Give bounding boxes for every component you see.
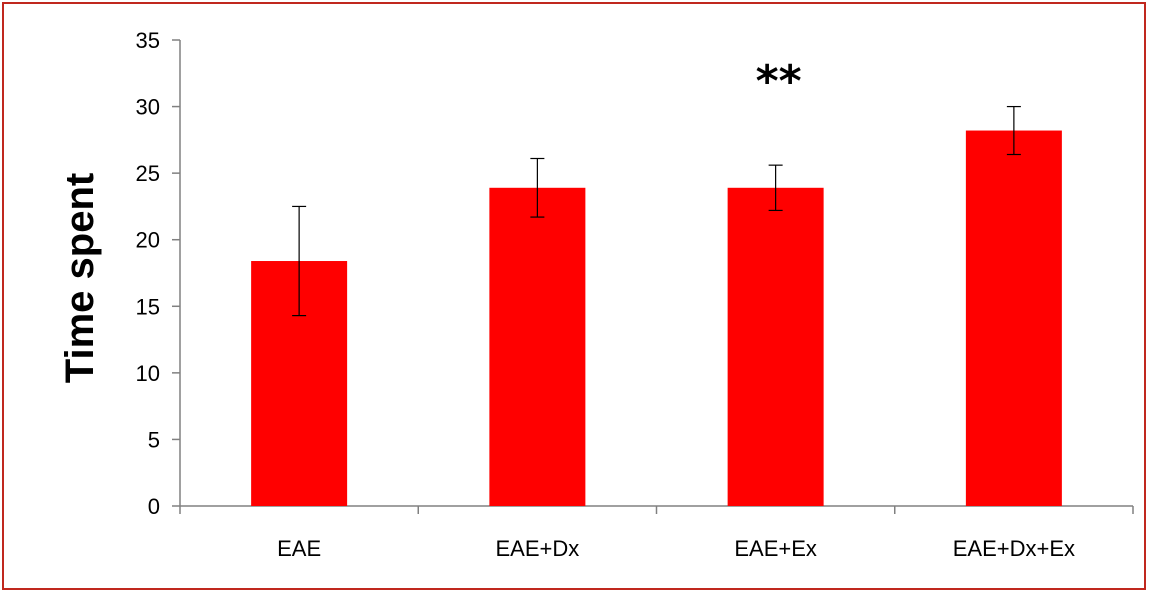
y-tick-label: 10 — [136, 361, 160, 386]
bars — [251, 130, 1062, 506]
bar — [965, 130, 1062, 506]
bar — [727, 187, 824, 506]
x-category-label: EAE — [277, 536, 321, 561]
y-tick-label: 25 — [136, 161, 160, 186]
y-tick-label: 0 — [148, 494, 160, 519]
y-tick-label: 15 — [136, 294, 160, 319]
y-tick-label: 5 — [148, 427, 160, 452]
x-category-label: EAE+Dx — [495, 536, 579, 561]
x-category-label: EAE+Dx+Ex — [953, 536, 1075, 561]
y-tick-label: 20 — [136, 228, 160, 253]
error-bars — [292, 105, 1021, 317]
x-axis — [179, 505, 1134, 514]
bar — [489, 187, 586, 506]
labels: EAE EAE+Dx EAE+Ex EAE+Dx+Ex ** — [277, 56, 1075, 561]
y-tick-label: 35 — [136, 28, 160, 53]
y-axis-label: Time spent — [58, 173, 102, 383]
y-tick-label: 30 — [136, 95, 160, 120]
y-axis: 0 5 10 15 20 25 30 35 — [136, 28, 181, 519]
significance-annotation: ** — [756, 56, 802, 107]
x-category-label: EAE+Ex — [734, 536, 817, 561]
